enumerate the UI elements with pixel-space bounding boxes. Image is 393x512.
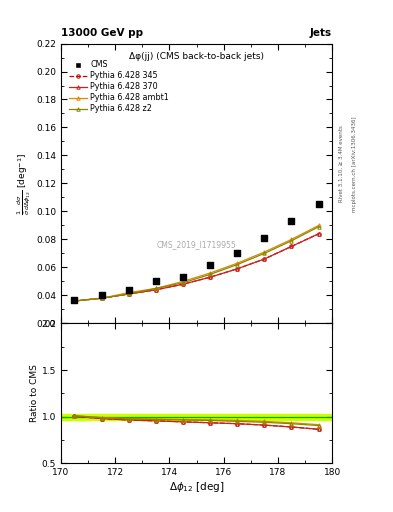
Point — [261, 234, 268, 242]
Y-axis label: Ratio to CMS: Ratio to CMS — [30, 365, 39, 422]
Text: Δφ(јј) (CMS back-to-back jets): Δφ(јј) (CMS back-to-back jets) — [129, 52, 264, 61]
Point — [234, 249, 241, 258]
Bar — [61, 414, 332, 419]
X-axis label: $\Delta\phi_{12}$ [deg]: $\Delta\phi_{12}$ [deg] — [169, 480, 224, 494]
Legend: CMS, Pythia 6.428 345, Pythia 6.428 370, Pythia 6.428 ambt1, Pythia 6.428 z2: CMS, Pythia 6.428 345, Pythia 6.428 370,… — [68, 59, 171, 115]
Text: CMS_2019_I1719955: CMS_2019_I1719955 — [157, 241, 236, 249]
Y-axis label: $\frac{1}{\bar{\sigma}}\frac{d\sigma}{d\Delta\phi_{12}}$ [deg$^{-1}$]: $\frac{1}{\bar{\sigma}}\frac{d\sigma}{d\… — [16, 153, 33, 215]
Point — [126, 286, 132, 294]
Point — [152, 278, 159, 286]
Point — [72, 295, 78, 304]
Text: 13000 GeV pp: 13000 GeV pp — [61, 28, 143, 38]
Text: Jets: Jets — [310, 28, 332, 38]
Point — [207, 261, 213, 269]
Text: mcplots.cern.ch [arXiv:1306.3436]: mcplots.cern.ch [arXiv:1306.3436] — [352, 116, 357, 211]
Point — [180, 273, 186, 281]
Text: Rivet 3.1.10, ≥ 3.4M events: Rivet 3.1.10, ≥ 3.4M events — [339, 125, 344, 202]
Point — [99, 291, 105, 300]
Point — [288, 217, 294, 225]
Point — [315, 200, 321, 208]
